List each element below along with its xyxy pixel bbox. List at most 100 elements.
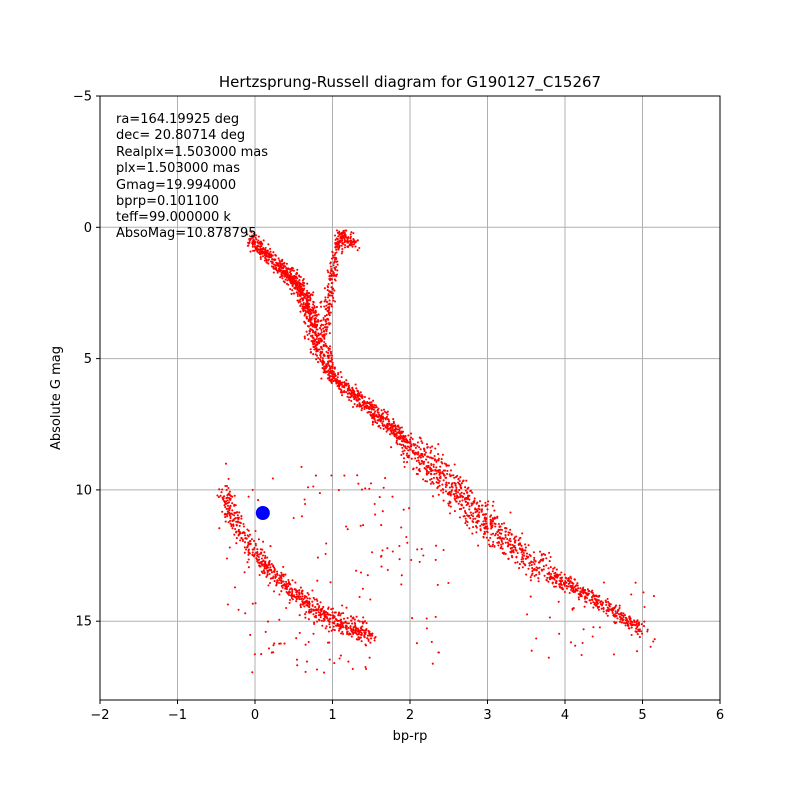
star-point: [229, 516, 232, 520]
star-point: [630, 633, 633, 637]
star-point: [284, 573, 287, 576]
star-point: [576, 582, 579, 585]
star-point: [527, 544, 530, 547]
star-point: [489, 518, 492, 521]
star-point: [379, 426, 382, 430]
star-point: [350, 395, 353, 398]
star-point: [528, 564, 531, 567]
star-point: [360, 409, 363, 412]
star-point: [333, 253, 336, 256]
star-point: [535, 573, 538, 576]
star-point: [399, 436, 402, 439]
star-point: [611, 611, 614, 614]
star-point: [514, 561, 517, 564]
star-point: [474, 508, 477, 511]
star-point: [344, 240, 347, 243]
star-point: [325, 332, 328, 335]
star-point: [506, 545, 509, 548]
star-point: [307, 593, 310, 596]
star-point: [334, 611, 337, 614]
star-point: [347, 382, 350, 385]
star-point: [453, 495, 456, 498]
star-point: [337, 235, 340, 238]
star-point: [433, 473, 436, 476]
star-point: [496, 533, 500, 537]
star-point: [314, 309, 317, 312]
star-point: [296, 590, 299, 593]
star-point: [254, 246, 257, 249]
star-point: [330, 380, 333, 383]
star-point: [312, 353, 315, 356]
star-point: [260, 242, 263, 245]
star-point: [348, 386, 351, 389]
star-point: [592, 601, 595, 604]
star-point: [273, 569, 276, 572]
star-point: [307, 325, 310, 328]
star-point: [338, 230, 341, 233]
star-point: [319, 355, 322, 359]
star-point: [311, 604, 314, 608]
star-point: [407, 449, 410, 452]
star-point: [247, 495, 250, 498]
x-tick-label: 5: [638, 708, 646, 723]
star-point: [370, 407, 373, 410]
star-point: [429, 472, 432, 475]
star-point: [363, 636, 366, 639]
star-point: [500, 528, 504, 531]
star-point: [231, 495, 234, 498]
star-point: [455, 490, 458, 493]
star-point: [346, 528, 349, 531]
star-point: [345, 236, 348, 239]
star-point: [323, 300, 326, 303]
star-point: [368, 634, 371, 637]
star-point: [322, 327, 325, 330]
star-point: [501, 547, 504, 550]
star-point: [538, 571, 541, 574]
star-point: [437, 481, 440, 484]
star-point: [260, 244, 263, 248]
star-point: [328, 360, 331, 363]
star-point: [486, 530, 489, 533]
star-point: [240, 536, 243, 539]
star-point: [303, 337, 306, 340]
star-point: [436, 583, 439, 586]
annotation-gmag: Gmag=19.994000: [116, 178, 236, 193]
star-point: [253, 243, 257, 246]
star-point: [365, 667, 368, 670]
star-point: [500, 545, 503, 548]
star-point: [333, 662, 336, 665]
star-point: [476, 515, 479, 518]
x-tick-label: 3: [483, 708, 491, 723]
star-point: [261, 255, 265, 258]
star-point: [507, 542, 510, 545]
star-point: [348, 632, 351, 635]
star-point: [319, 350, 322, 353]
star-point: [400, 453, 403, 457]
star-point: [256, 553, 259, 556]
star-point: [380, 524, 383, 527]
star-point: [251, 249, 255, 252]
star-point: [425, 627, 428, 630]
star-point: [362, 399, 366, 403]
star-point: [529, 576, 532, 579]
star-point: [229, 522, 232, 525]
star-point: [331, 288, 334, 291]
star-point: [432, 465, 435, 468]
star-point: [514, 539, 517, 542]
star-point: [369, 403, 372, 406]
star-point: [530, 560, 533, 563]
star-point: [327, 322, 331, 325]
star-point: [417, 451, 420, 454]
star-point: [468, 508, 471, 511]
star-point: [554, 581, 557, 584]
star-point: [646, 628, 649, 631]
star-point: [571, 582, 574, 585]
star-point: [376, 408, 379, 411]
star-point: [500, 539, 503, 542]
star-point: [309, 310, 312, 313]
star-point: [224, 462, 228, 465]
star-point: [613, 606, 616, 609]
star-point: [368, 630, 371, 633]
star-point: [318, 348, 321, 351]
star-point: [227, 486, 230, 490]
